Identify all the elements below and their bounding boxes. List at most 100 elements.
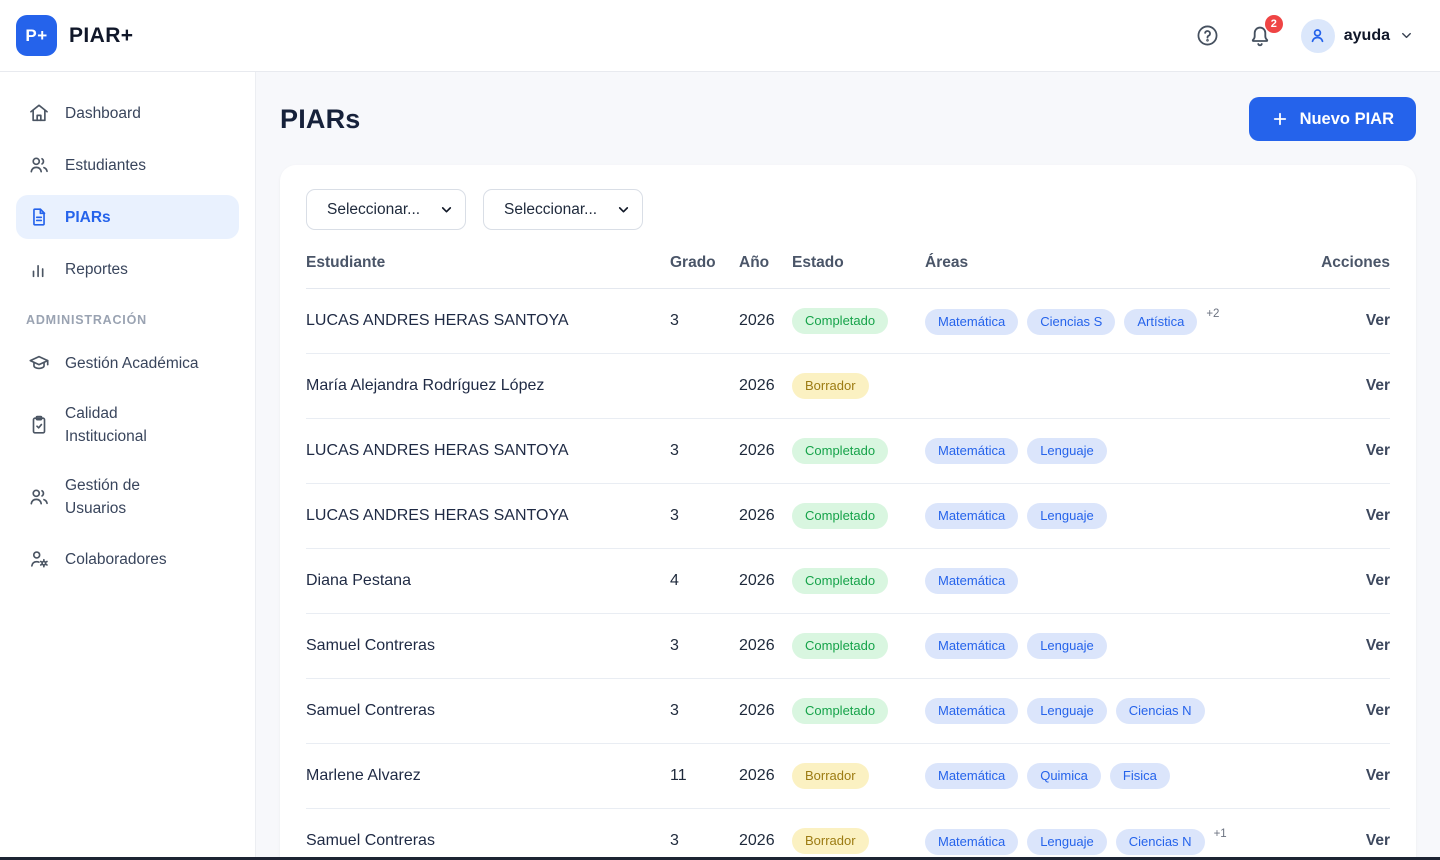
areas-cell: MatemáticaQuimicaFisica bbox=[925, 744, 1315, 809]
area-pill: Lenguaje bbox=[1027, 633, 1107, 659]
status-badge: Borrador bbox=[792, 828, 869, 854]
action-cell: Ver bbox=[1315, 289, 1390, 354]
piar-table: EstudianteGradoAñoEstadoÁreasAcciones LU… bbox=[306, 242, 1390, 860]
view-link[interactable]: Ver bbox=[1366, 312, 1390, 329]
view-link[interactable]: Ver bbox=[1366, 702, 1390, 719]
sidebar-item-dashboard[interactable]: Dashboard bbox=[16, 91, 239, 135]
column-header-grado: Grado bbox=[670, 242, 739, 289]
status-badge: Completado bbox=[792, 568, 888, 594]
student-name: Marlene Alvarez bbox=[306, 744, 670, 809]
sidebar-item-estudiantes[interactable]: Estudiantes bbox=[16, 143, 239, 187]
graduation-cap-icon bbox=[28, 352, 50, 374]
help-button[interactable] bbox=[1193, 21, 1223, 51]
filters: Seleccionar... Seleccionar... bbox=[306, 189, 1390, 230]
piar-table-body: LUCAS ANDRES HERAS SANTOYA 3 2026 Comple… bbox=[306, 289, 1390, 860]
column-header-estudiante: Estudiante bbox=[306, 242, 670, 289]
status-badge: Borrador bbox=[792, 763, 869, 789]
chevron-down-icon bbox=[1399, 28, 1414, 43]
sidebar-item-gesti-n-acad-mica[interactable]: Gestión Académica bbox=[16, 341, 239, 385]
year-cell: 2026 bbox=[739, 289, 792, 354]
area-pill: Matemática bbox=[925, 568, 1018, 594]
status-cell: Borrador bbox=[792, 354, 925, 419]
student-name: Samuel Contreras bbox=[306, 614, 670, 679]
areas-cell bbox=[925, 354, 1315, 419]
sidebar-item-label: Calidad Institucional bbox=[65, 402, 147, 448]
sidebar-item-colaboradores[interactable]: Colaboradores bbox=[16, 537, 239, 581]
grade-cell bbox=[670, 354, 739, 419]
student-name: Diana Pestana bbox=[306, 549, 670, 614]
student-name: LUCAS ANDRES HERAS SANTOYA bbox=[306, 484, 670, 549]
area-pill: Quimica bbox=[1027, 763, 1101, 789]
action-cell: Ver bbox=[1315, 549, 1390, 614]
users-icon bbox=[28, 486, 50, 508]
areas-cell: MatemáticaLenguaje bbox=[925, 419, 1315, 484]
year-cell: 2026 bbox=[739, 679, 792, 744]
area-pill: Matemática bbox=[925, 503, 1018, 529]
user-menu[interactable]: ayuda bbox=[1301, 19, 1414, 53]
status-cell: Completado bbox=[792, 549, 925, 614]
table-row: Samuel Contreras 3 2026 Completado Matem… bbox=[306, 614, 1390, 679]
status-badge: Completado bbox=[792, 698, 888, 724]
user-icon bbox=[1307, 25, 1328, 46]
column-header-acciones: Acciones bbox=[1315, 242, 1390, 289]
area-extra-count: +1 bbox=[1214, 828, 1227, 840]
sidebar-item-reportes[interactable]: Reportes bbox=[16, 247, 239, 291]
column-header-año: Año bbox=[739, 242, 792, 289]
area-pill: Matemática bbox=[925, 309, 1018, 335]
grade-cell: 3 bbox=[670, 679, 739, 744]
view-link[interactable]: Ver bbox=[1366, 377, 1390, 394]
document-icon bbox=[28, 206, 50, 228]
view-link[interactable]: Ver bbox=[1366, 767, 1390, 784]
year-cell: 2026 bbox=[739, 549, 792, 614]
table-row: Marlene Alvarez 11 2026 Borrador Matemát… bbox=[306, 744, 1390, 809]
area-pill: Lenguaje bbox=[1027, 503, 1107, 529]
student-name: LUCAS ANDRES HERAS SANTOYA bbox=[306, 289, 670, 354]
topbar-actions: 2 ayuda bbox=[1193, 19, 1414, 53]
areas-cell: MatemáticaLenguajeCiencias N+1 bbox=[925, 809, 1315, 860]
new-piar-button[interactable]: Nuevo PIAR bbox=[1249, 97, 1416, 141]
area-pill: Lenguaje bbox=[1027, 829, 1107, 855]
area-pill: Artística bbox=[1124, 309, 1197, 335]
view-link[interactable]: Ver bbox=[1366, 572, 1390, 589]
grade-cell: 11 bbox=[670, 744, 739, 809]
main-header: PIARs Nuevo PIAR bbox=[280, 97, 1416, 141]
action-cell: Ver bbox=[1315, 484, 1390, 549]
status-cell: Borrador bbox=[792, 809, 925, 860]
area-pill: Matemática bbox=[925, 829, 1018, 855]
area-pill: Ciencias N bbox=[1116, 698, 1205, 724]
sidebar-nav: Dashboard Estudiantes PIARs Reportes bbox=[16, 91, 239, 291]
page-title: PIARs bbox=[280, 104, 361, 135]
avatar bbox=[1301, 19, 1335, 53]
areas-cell: MatemáticaLenguajeCiencias N bbox=[925, 679, 1315, 744]
users-icon bbox=[28, 154, 50, 176]
student-name: LUCAS ANDRES HERAS SANTOYA bbox=[306, 419, 670, 484]
table-row: Diana Pestana 4 2026 Completado Matemáti… bbox=[306, 549, 1390, 614]
clipboard-check-icon bbox=[28, 414, 50, 436]
home-icon bbox=[28, 102, 50, 124]
status-badge: Completado bbox=[792, 438, 888, 464]
area-extra-count: +2 bbox=[1206, 308, 1219, 320]
sidebar-item-calidad-institucional[interactable]: Calidad Institucional bbox=[16, 393, 239, 457]
year-cell: 2026 bbox=[739, 484, 792, 549]
view-link[interactable]: Ver bbox=[1366, 637, 1390, 654]
column-header-estado: Estado bbox=[792, 242, 925, 289]
area-pill: Fisica bbox=[1110, 763, 1170, 789]
notifications-button[interactable]: 2 bbox=[1245, 21, 1275, 51]
view-link[interactable]: Ver bbox=[1366, 832, 1390, 849]
table-row: LUCAS ANDRES HERAS SANTOYA 3 2026 Comple… bbox=[306, 419, 1390, 484]
action-cell: Ver bbox=[1315, 614, 1390, 679]
status-badge: Completado bbox=[792, 308, 888, 334]
brand-name: PIAR+ bbox=[69, 24, 133, 48]
filter-select-1[interactable]: Seleccionar... bbox=[306, 189, 466, 230]
sidebar-item-gesti-n-de-usuarios[interactable]: Gestión de Usuarios bbox=[16, 465, 239, 529]
brand-logo[interactable]: P+ PIAR+ bbox=[16, 15, 133, 56]
help-icon bbox=[1195, 23, 1220, 48]
view-link[interactable]: Ver bbox=[1366, 442, 1390, 459]
status-cell: Completado bbox=[792, 679, 925, 744]
view-link[interactable]: Ver bbox=[1366, 507, 1390, 524]
filter-select-2[interactable]: Seleccionar... bbox=[483, 189, 643, 230]
action-cell: Ver bbox=[1315, 809, 1390, 860]
sidebar-item-piars[interactable]: PIARs bbox=[16, 195, 239, 239]
sidebar-section-label: ADMINISTRACIÓN bbox=[26, 313, 239, 327]
table-row: Samuel Contreras 3 2026 Completado Matem… bbox=[306, 679, 1390, 744]
